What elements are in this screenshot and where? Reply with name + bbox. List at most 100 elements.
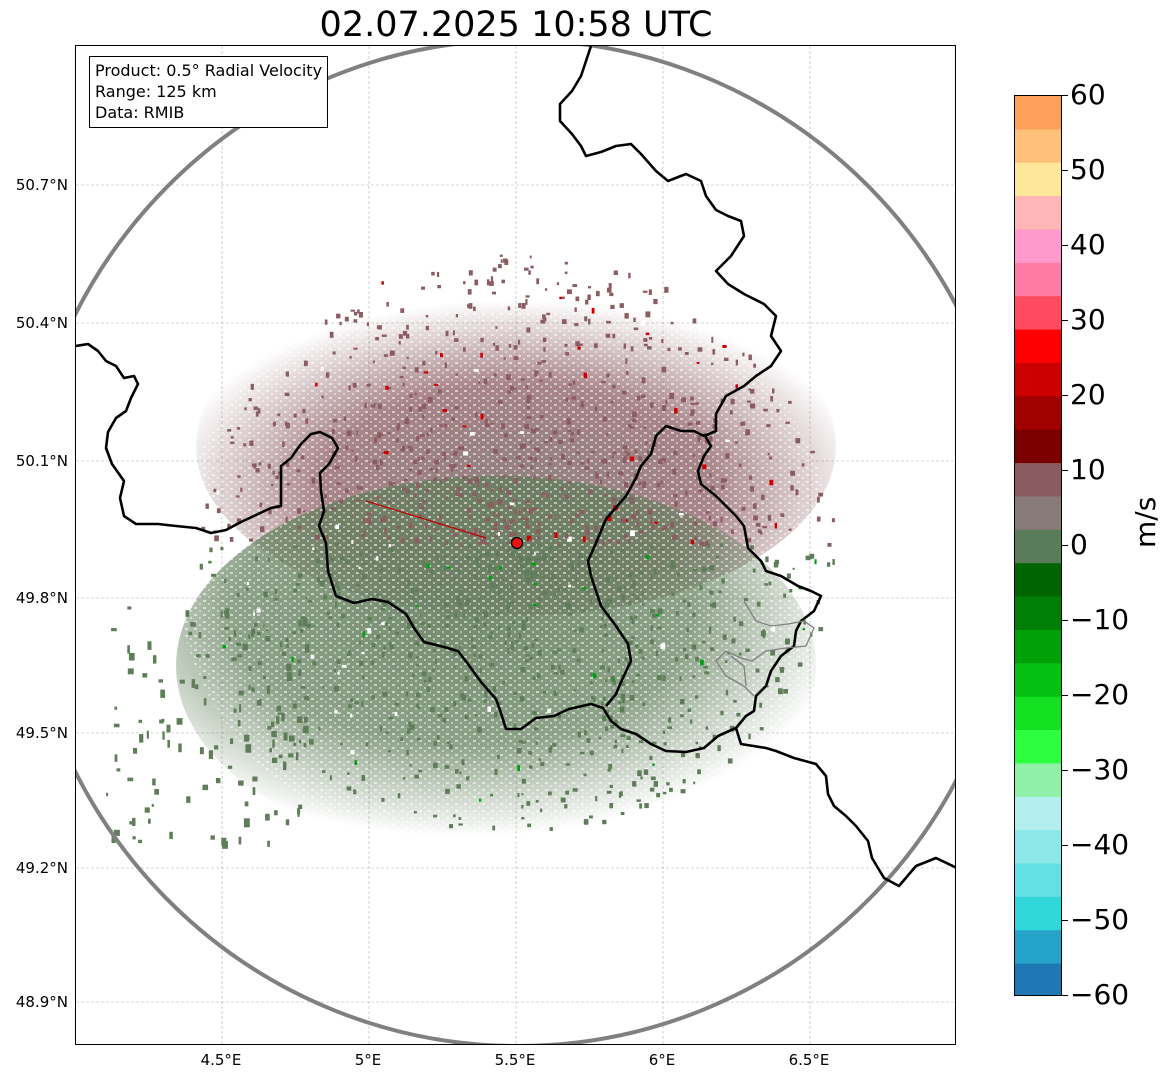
echo-pixel — [467, 478, 473, 485]
echo-pixel — [492, 825, 496, 831]
echo-pixel — [632, 418, 637, 422]
echo-pixel — [514, 509, 517, 515]
echo-pixel — [453, 814, 456, 818]
echo-pixel — [376, 634, 381, 639]
echo-pixel — [361, 700, 364, 707]
echo-pixel — [596, 290, 600, 297]
echo-pixel — [406, 334, 410, 339]
echo-pixel — [344, 316, 349, 322]
echo-pixel — [346, 653, 352, 656]
echo-pixel — [371, 643, 376, 648]
echo-pixel — [766, 424, 771, 428]
echo-pixel — [667, 726, 673, 729]
echo-pixel — [542, 691, 547, 694]
echo-pixel — [747, 538, 752, 543]
echo-pixel — [347, 704, 352, 708]
echo-pixel — [484, 423, 490, 427]
echo-pixel — [638, 571, 643, 574]
echo-pixel — [208, 750, 213, 759]
echo-pixel — [384, 287, 388, 291]
colorbar-tick-mark — [1062, 995, 1068, 996]
echo-pixel — [601, 540, 605, 545]
echo-pixel — [211, 573, 216, 577]
echo-pixel — [624, 657, 628, 661]
echo-pixel — [649, 518, 653, 524]
echo-pixel — [422, 561, 426, 567]
echo-pixel — [379, 433, 384, 436]
echo-pixel — [779, 668, 784, 673]
echo-pixel — [111, 835, 116, 843]
echo-pixel — [715, 555, 720, 559]
echo-pixel — [695, 695, 699, 699]
echo-pixel — [475, 412, 478, 418]
echo-pixel — [277, 413, 281, 417]
echo-pixel — [312, 547, 315, 551]
echo-pixel — [525, 295, 530, 298]
echo-pixel — [490, 631, 493, 635]
echo-pixel — [254, 623, 258, 627]
echo-pixel — [474, 558, 479, 564]
echo-pixel — [670, 522, 674, 528]
echo-pixel — [831, 518, 835, 523]
echo-pixel — [694, 536, 698, 541]
echo-pixel — [474, 477, 479, 483]
echo-pixel — [703, 666, 708, 669]
echo-pixel — [452, 452, 458, 456]
echo-pixel — [480, 667, 483, 673]
echo-pixel — [272, 421, 276, 427]
echo-pixel — [231, 657, 237, 662]
echo-pixel — [382, 452, 385, 455]
echo-pixel — [321, 395, 324, 399]
radar-map[interactable] — [75, 45, 956, 1045]
echo-pixel — [598, 736, 601, 740]
radar-site-marker[interactable] — [510, 536, 524, 550]
echo-pixel — [473, 625, 478, 629]
echo-pixel — [660, 458, 666, 461]
echo-pixel — [396, 426, 400, 431]
echo-pixel — [606, 373, 610, 376]
echo-pixel — [753, 515, 758, 521]
colorbar-band — [1015, 696, 1061, 731]
echo-pixel — [709, 626, 712, 630]
echo-pixel — [577, 429, 581, 435]
echo-pixel — [704, 671, 710, 675]
echo-pixel — [650, 625, 654, 631]
echo-pixel — [720, 543, 723, 547]
echo-pixel — [468, 270, 473, 276]
echo-pixel — [586, 738, 591, 743]
echo-pixel — [534, 727, 539, 731]
echo-pixel — [690, 403, 695, 406]
echo-pixel — [292, 703, 297, 709]
echo-pixel — [609, 784, 613, 788]
echo-pixel — [565, 763, 571, 766]
lon-tick: 5°E — [354, 1051, 382, 1069]
echo-pixel — [504, 641, 507, 645]
echo-pixel — [519, 464, 525, 468]
echo-pixel — [330, 573, 333, 579]
echo-pixel — [462, 425, 467, 428]
echo-pixel — [638, 456, 642, 461]
echo-pixel — [606, 790, 612, 794]
echo-pixel — [499, 254, 503, 257]
echo-pixel — [339, 499, 343, 504]
echo-pixel — [470, 533, 473, 538]
echo-pixel — [697, 347, 703, 352]
echo-pixel — [608, 283, 612, 289]
echo-pixel — [444, 362, 447, 368]
echo-pixel — [687, 708, 691, 712]
echo-pixel — [612, 333, 616, 339]
echo-pixel — [640, 394, 646, 398]
echo-pixel — [275, 475, 280, 480]
echo-pixel — [384, 450, 389, 455]
echo-pixel — [328, 616, 333, 619]
echo-pixel — [373, 403, 377, 406]
echo-pixel — [454, 613, 458, 617]
echo-pixel — [510, 646, 514, 651]
echo-pixel — [388, 626, 392, 631]
echo-pixel — [684, 352, 689, 355]
echo-pixel — [272, 739, 275, 748]
echo-pixel — [354, 701, 359, 705]
echo-pixel — [626, 736, 631, 740]
echo-pixel — [445, 788, 450, 794]
echo-pixel — [792, 567, 795, 570]
